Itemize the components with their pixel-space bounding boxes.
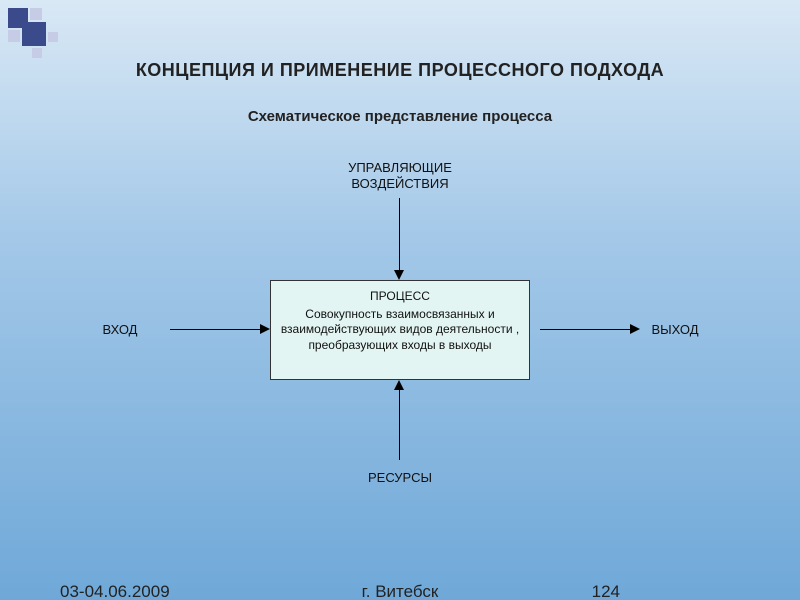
process-diagram: УПРАВЛЯЮЩИЕ ВОЗДЕЙСТВИЯ ВХОД ВЫХОД РЕСУР… — [0, 150, 800, 510]
label-bottom: РЕСУРСЫ — [350, 470, 450, 486]
arrow-right-line — [540, 329, 630, 330]
process-box-body: Совокупность взаимосвязанных и взаимодей… — [281, 307, 519, 352]
arrow-top-line — [399, 198, 400, 270]
arrow-top-head-icon — [394, 270, 404, 280]
deco-square — [8, 30, 20, 42]
process-box-title: ПРОЦЕСС — [279, 289, 521, 305]
label-top: УПРАВЛЯЮЩИЕ ВОЗДЕЙСТВИЯ — [300, 160, 500, 193]
label-left: ВХОД — [90, 322, 150, 338]
slide-title: КОНЦЕПЦИЯ И ПРИМЕНЕНИЕ ПРОЦЕССНОГО ПОДХО… — [0, 60, 800, 81]
footer-page: 124 — [592, 582, 620, 600]
process-box: ПРОЦЕСС Совокупность взаимосвязанных и в… — [270, 280, 530, 380]
label-right: ВЫХОД — [640, 322, 710, 338]
slide-subtitle: Схематическое представление процесса — [0, 108, 800, 125]
arrow-left-head-icon — [260, 324, 270, 334]
deco-square — [32, 48, 42, 58]
deco-square — [30, 8, 42, 20]
arrow-bottom-line — [399, 390, 400, 460]
deco-square — [48, 32, 58, 42]
arrow-bottom-head-icon — [394, 380, 404, 390]
arrow-right-head-icon — [630, 324, 640, 334]
label-top-line2: ВОЗДЕЙСТВИЯ — [351, 176, 448, 191]
footer-place: г. Витебск — [0, 582, 800, 600]
corner-decoration — [8, 8, 68, 68]
label-top-line1: УПРАВЛЯЮЩИЕ — [348, 160, 452, 175]
arrow-left-line — [170, 329, 260, 330]
deco-square — [22, 22, 46, 46]
